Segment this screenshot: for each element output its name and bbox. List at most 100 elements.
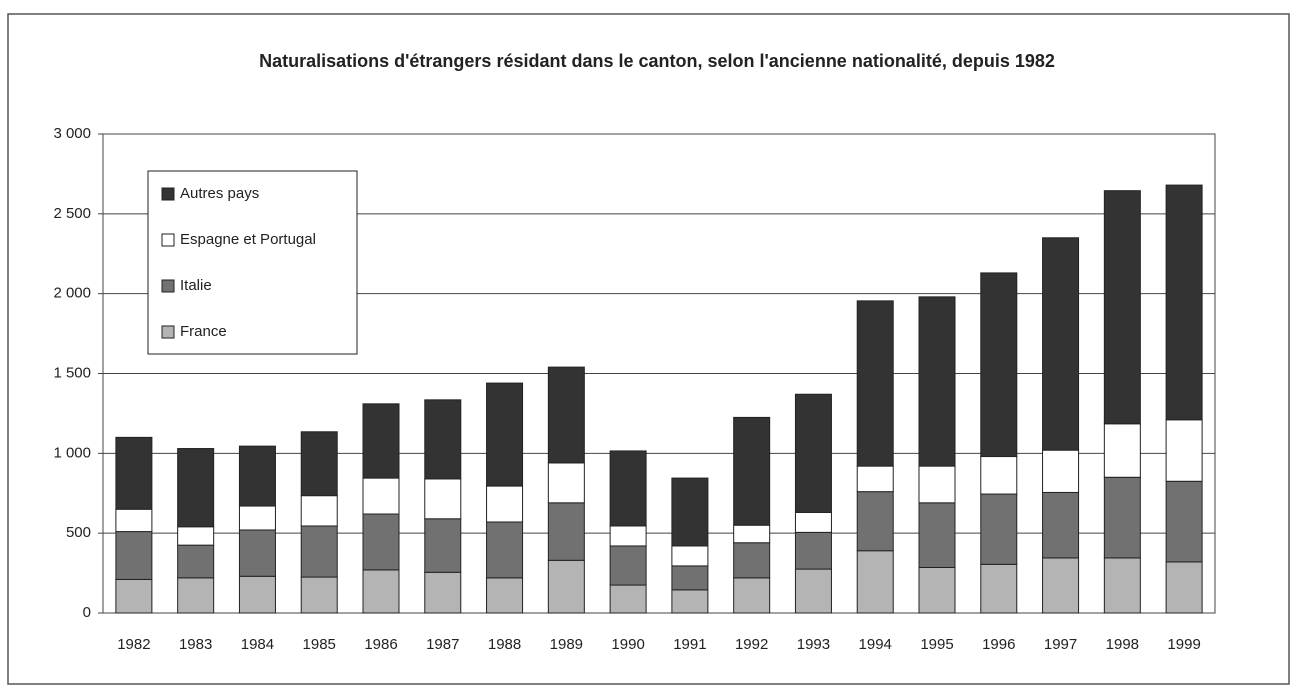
bar-segment: [238, 445, 276, 507]
bar-segment: [609, 584, 647, 614]
y-tick-label: 500: [66, 524, 91, 541]
bar-segment: [300, 495, 338, 527]
bar-segment: [794, 511, 832, 533]
bar-segment: [1042, 491, 1080, 559]
bar-segment: [486, 521, 524, 579]
bar-segment: [362, 569, 400, 614]
bar-segment: [671, 545, 709, 567]
bar-segment: [424, 478, 462, 520]
x-tick-label: 1993: [797, 636, 830, 653]
x-tick-label: 1987: [426, 636, 459, 653]
x-tick-label: 1984: [241, 636, 274, 653]
x-tick-label: 1985: [303, 636, 336, 653]
bar-segment: [362, 403, 400, 479]
bar-segment: [856, 300, 894, 467]
bar-segment: [238, 529, 276, 577]
bar-segment: [1165, 419, 1203, 482]
bar-segment: [918, 465, 956, 504]
bar-segment: [115, 531, 153, 580]
x-tick-label: 1999: [1167, 636, 1200, 653]
legend-swatch: [161, 187, 175, 201]
bar-segment: [794, 393, 832, 513]
y-tick-label: 3 000: [53, 125, 91, 142]
bar-segment: [671, 477, 709, 547]
legend-swatch: [161, 233, 175, 247]
y-tick-label: 2 500: [53, 205, 91, 222]
bar-segment: [115, 436, 153, 510]
bar-segment: [1103, 423, 1141, 478]
bar-segment: [1103, 190, 1141, 425]
x-tick-label: 1990: [611, 636, 644, 653]
x-tick-label: 1996: [982, 636, 1015, 653]
bar-segment: [980, 272, 1018, 458]
legend-label: Italie: [180, 277, 212, 294]
legend-box: [147, 170, 358, 355]
bar-segment: [609, 450, 647, 527]
chart-title: Naturalisations d'étrangers résidant dan…: [259, 51, 1055, 71]
y-tick-label: 1 500: [53, 364, 91, 381]
bar-segment: [980, 456, 1018, 495]
x-tick-label: 1992: [735, 636, 768, 653]
bar-segment: [547, 462, 585, 504]
bar-segment: [300, 525, 338, 578]
bar-segment: [918, 296, 956, 467]
bar-segment: [733, 524, 771, 544]
bar-segment: [609, 525, 647, 547]
x-tick-label: 1982: [117, 636, 150, 653]
x-tick-label: 1983: [179, 636, 212, 653]
bar-segment: [794, 531, 832, 570]
legend-swatch: [161, 325, 175, 339]
bar-segment: [238, 505, 276, 531]
bar-segment: [177, 448, 215, 528]
bar-segment: [980, 493, 1018, 565]
bar-segment: [238, 575, 276, 614]
bar-segment: [115, 578, 153, 614]
bar-segment: [1165, 184, 1203, 421]
bar-segment: [733, 542, 771, 579]
bar-segment: [300, 576, 338, 614]
legend-label: Autres pays: [180, 185, 259, 202]
x-tick-label: 1989: [550, 636, 583, 653]
legend-swatch: [161, 279, 175, 293]
bar-segment: [733, 577, 771, 614]
x-tick-label: 1995: [920, 636, 953, 653]
x-tick-label: 1986: [364, 636, 397, 653]
bar-segment: [1042, 557, 1080, 614]
bar-segment: [918, 502, 956, 568]
bar-segment: [362, 477, 400, 515]
bar-segment: [362, 513, 400, 571]
bar-segment: [1103, 557, 1141, 614]
legend-label: Espagne et Portugal: [180, 231, 316, 248]
x-tick-label: 1998: [1106, 636, 1139, 653]
bar-segment: [1042, 449, 1080, 493]
bar-segment: [177, 526, 215, 546]
bar-segment: [1103, 476, 1141, 559]
bar-segment: [856, 550, 894, 614]
bar-segment: [733, 416, 771, 526]
bar-segment: [177, 544, 215, 579]
x-tick-label: 1991: [673, 636, 706, 653]
y-tick-label: 2 000: [53, 285, 91, 302]
bar-segment: [1165, 561, 1203, 614]
bar-segment: [486, 485, 524, 523]
bar-segment: [486, 577, 524, 614]
bar-segment: [1165, 480, 1203, 563]
y-tick-label: 1 000: [53, 444, 91, 461]
bar-segment: [177, 577, 215, 614]
bar-segment: [424, 399, 462, 480]
bar-segment: [424, 518, 462, 573]
bar-segment: [547, 559, 585, 614]
bar-segment: [486, 382, 524, 487]
x-tick-label: 1994: [859, 636, 892, 653]
bar-segment: [547, 366, 585, 464]
x-tick-label: 1988: [488, 636, 521, 653]
bar-segment: [856, 465, 894, 493]
bar-segment: [1042, 237, 1080, 451]
bar-segment: [671, 565, 709, 591]
bar-segment: [794, 568, 832, 614]
legend-label: France: [180, 323, 227, 340]
bar-segment: [547, 502, 585, 561]
x-tick-label: 1997: [1044, 636, 1077, 653]
y-tick-label: 0: [83, 604, 91, 621]
